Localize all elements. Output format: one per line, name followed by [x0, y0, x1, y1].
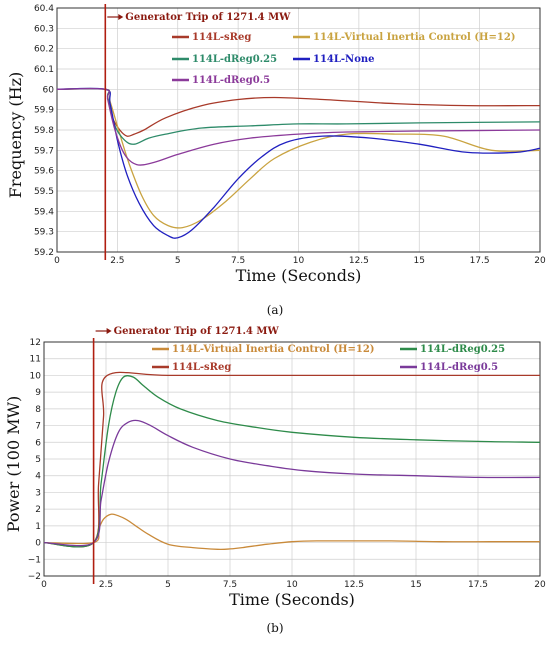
trip-annotation: Generator Trip of 1271.4 MW [125, 12, 291, 23]
x-tick-label: 17.5 [470, 256, 490, 266]
x-tick-label: 0 [41, 580, 47, 590]
x-tick-label: 12.5 [349, 256, 369, 266]
x-tick-label: 5 [165, 580, 171, 590]
series-line-114l-none [56, 87, 541, 239]
x-tick-label: 10 [293, 256, 305, 266]
legend-entry: 114L-Virtual Inertia Control (H=12) [313, 32, 516, 43]
y-tick-label: 60.2 [34, 45, 54, 55]
series-line-114l-dreg0-25 [43, 374, 541, 548]
y-tick-label: 6 [35, 438, 41, 448]
x-tick-label: 7.5 [231, 256, 245, 266]
annotation-arrow-head [106, 328, 112, 334]
y-tick-label: 1 [35, 522, 41, 532]
legend-entry: 114L-sReg [172, 362, 231, 373]
x-tick-label: 20 [534, 580, 546, 590]
x-tick-label: 2.5 [110, 256, 124, 266]
y-axis-title: Power (100 MW) [4, 396, 23, 533]
x-tick-label: 5 [175, 256, 181, 266]
annotation-arrow-head [118, 14, 124, 20]
y-tick-label: 60 [43, 85, 55, 95]
y-tick-label: 60.1 [34, 65, 54, 75]
y-tick-label: 60.4 [34, 4, 54, 14]
y-tick-label: 9 [35, 388, 41, 398]
y-tick-label: 2 [35, 505, 41, 515]
legend-entry: 114L-None [313, 54, 375, 65]
legend-entry: 114L-sReg [192, 32, 251, 43]
y-tick-label: 10 [30, 371, 42, 381]
x-tick-label: 7.5 [223, 580, 237, 590]
x-tick-label: 17.5 [468, 580, 488, 590]
panel-label: (a) [267, 303, 284, 317]
x-tick-label: 20 [534, 256, 546, 266]
y-tick-label: −2 [28, 572, 41, 582]
y-tick-label: 59.7 [34, 146, 54, 156]
x-tick-label: 15 [414, 256, 425, 266]
x-tick-label: 0 [54, 256, 60, 266]
y-tick-label: 7 [35, 422, 41, 432]
x-tick-label: 10 [286, 580, 298, 590]
series-line-114l-dreg0-5 [56, 87, 541, 166]
y-tick-label: 5 [35, 455, 41, 465]
y-tick-label: 8 [35, 405, 41, 415]
y-tick-label: 0 [35, 539, 41, 549]
y-tick-label: 59.8 [34, 126, 54, 136]
power-chart: 0 2.5 5 7.5 10 12.5 15 17.5 20−2−101234567891011… [4, 326, 546, 635]
legend-entry: 114L-dReg0.5 [192, 75, 270, 86]
y-tick-label: 12 [30, 338, 41, 348]
y-tick-label: 59.6 [34, 167, 54, 177]
plot-frame [43, 341, 541, 577]
x-axis-title: Time (Seconds) [229, 590, 355, 609]
y-tick-label: −1 [28, 555, 41, 565]
series-line-114l-sreg [43, 371, 540, 548]
trip-annotation: Generator Trip of 1271.4 MW [114, 326, 280, 337]
legend-entry: 114L-dReg0.25 [420, 344, 505, 355]
legend-entry: 114L-dReg0.5 [420, 362, 498, 373]
legend-entry: 114L-Virtual Inertia Control (H=12) [172, 344, 375, 355]
panel-label: (b) [266, 621, 283, 635]
series-line-114l-dreg0-5 [43, 419, 541, 547]
legend-entry: 114L-dReg0.25 [192, 54, 277, 65]
x-tick-label: 15 [410, 580, 421, 590]
x-tick-label: 12.5 [344, 580, 364, 590]
y-tick-label: 11 [30, 355, 41, 365]
y-axis-title: Frequency (Hz) [6, 72, 25, 199]
series-line-114l-virtual-inertia-control-h-12- [43, 513, 540, 551]
y-tick-label: 59.9 [34, 106, 54, 116]
y-tick-label: 4 [35, 472, 41, 482]
y-tick-label: 59.4 [34, 207, 54, 217]
x-axis-title: Time (Seconds) [236, 266, 362, 285]
y-tick-label: 60.3 [34, 24, 54, 34]
y-tick-label: 59.2 [34, 248, 54, 258]
y-tick-label: 59.5 [34, 187, 54, 197]
frequency-chart: 0 2.5 5 7.5 10 12.5 15 17.5 20 59.2 59.3 59.4 59.5 59… [6, 4, 546, 317]
y-tick-label: 59.3 [34, 228, 54, 238]
y-tick-label: 3 [35, 488, 41, 498]
x-tick-label: 2.5 [99, 580, 113, 590]
